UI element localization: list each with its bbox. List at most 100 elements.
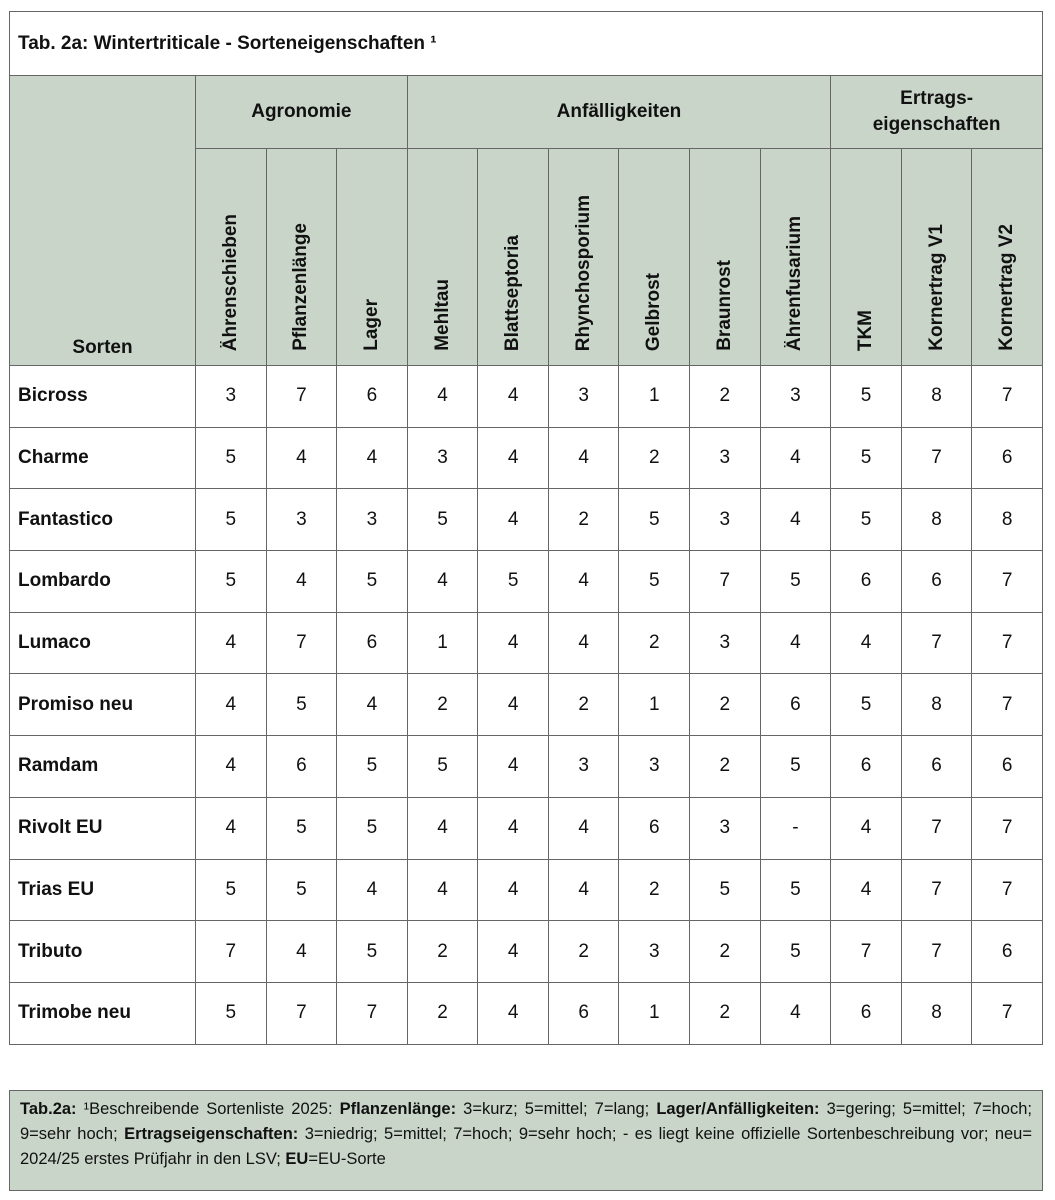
cell-value: 3 xyxy=(618,735,691,798)
group-header: Ertrags- eigenschaften xyxy=(830,75,1043,149)
column-header: Kornertrag V2 xyxy=(996,224,1018,351)
cell-value: 7 xyxy=(900,796,973,860)
cell-value: 5 xyxy=(195,488,267,552)
column-header: Mehltau xyxy=(431,279,453,351)
cell-value: 7 xyxy=(265,611,338,675)
cell-value: 2 xyxy=(406,673,479,737)
cell-value: 4 xyxy=(477,858,549,922)
cell-value: 5 xyxy=(336,735,408,798)
cell-value: 5 xyxy=(689,858,761,922)
cell-value: 4 xyxy=(265,550,338,613)
cell-value: 5 xyxy=(759,550,832,613)
data-row: Ramdam 4 6 5 5 4 3 3 2 5 6 6 6 xyxy=(9,735,1043,798)
cell-value: 6 xyxy=(971,920,1043,983)
data-row: Lombardo 5 4 5 4 5 4 5 7 5 6 6 7 xyxy=(9,550,1043,613)
cell-value: 7 xyxy=(900,611,973,675)
column-header-cell: Kornertrag V1 xyxy=(900,148,973,366)
cell-value: 1 xyxy=(618,673,691,737)
data-row: Charme 5 4 4 3 4 4 2 3 4 5 7 6 xyxy=(9,426,1043,490)
cell-value: 4 xyxy=(195,796,267,860)
cell-value: 7 xyxy=(971,611,1043,675)
cell-value: 6 xyxy=(971,426,1043,490)
table-body: Tab. 2a: Wintertriticale - Sorteneigensc… xyxy=(9,11,1043,1045)
cell-value: 2 xyxy=(618,858,691,922)
footnote-text: 3=kurz; 5=mittel; 7=lang; xyxy=(456,1100,657,1118)
column-header-cell: Pflanzenlänge xyxy=(265,148,338,366)
cell-value: 4 xyxy=(547,426,620,490)
cell-value: 2 xyxy=(618,611,691,675)
cell-value: 3 xyxy=(689,488,761,552)
cell-value: 4 xyxy=(759,488,832,552)
cell-value: 4 xyxy=(830,796,902,860)
row-header-cell: Sorten xyxy=(9,75,196,366)
column-header: Rhynchosporium xyxy=(572,194,594,351)
cell-value: 4 xyxy=(477,920,549,983)
cell-value: 5 xyxy=(406,488,479,552)
cell-value: 4 xyxy=(477,488,549,552)
column-header-cell: Kornertrag V2 xyxy=(971,148,1043,366)
cell-value: 8 xyxy=(900,981,973,1045)
cell-value: - xyxy=(759,796,832,860)
cell-value: 4 xyxy=(195,735,267,798)
cell-value: 7 xyxy=(900,858,973,922)
footnote-text: 3=gering; 5=mittel; 7=hoch; 9=sehr hoch; xyxy=(20,1100,1032,1143)
cell-value: 4 xyxy=(547,611,620,675)
cell-value: 3 xyxy=(689,426,761,490)
cell-value: 7 xyxy=(971,858,1043,922)
row-header: Sorten xyxy=(72,337,133,358)
cell-value: 3 xyxy=(689,611,761,675)
data-row: Rivolt EU 4 5 5 4 4 4 6 3-4 7 7 xyxy=(9,796,1043,860)
cell-value: 3 xyxy=(689,796,761,860)
cell-value: 4 xyxy=(406,550,479,613)
cell-value: 5 xyxy=(830,488,902,552)
data-row: Trias EU 5 5 4 4 4 4 2 5 5 4 7 7 xyxy=(9,858,1043,922)
column-header-cell: Mehltau xyxy=(406,148,479,366)
cell-value: 7 xyxy=(265,981,338,1045)
column-header: TKM xyxy=(854,309,876,351)
footnote: Tab.2a: ¹Beschreibende Sortenliste 2025:… xyxy=(9,1090,1043,1191)
cell-value: 4 xyxy=(477,981,549,1045)
cell-value: 6 xyxy=(900,550,973,613)
cell-value: 8 xyxy=(900,365,973,428)
cell-value: 4 xyxy=(547,550,620,613)
cell-value: 3 xyxy=(547,365,620,428)
cell-value: 4 xyxy=(336,426,408,490)
column-header-cell: Ährenfusarium xyxy=(759,148,832,366)
column-header: Braunrost xyxy=(713,260,735,351)
cell-value: 4 xyxy=(477,673,549,737)
cell-value: 5 xyxy=(830,673,902,737)
cell-value: 4 xyxy=(759,426,832,490)
cell-value: 5 xyxy=(618,488,691,552)
cell-value: 5 xyxy=(618,550,691,613)
cell-value: 6 xyxy=(547,981,620,1045)
cell-value: 2 xyxy=(547,488,620,552)
column-header: Ährenschieben xyxy=(219,213,241,351)
column-header: Gelbrost xyxy=(643,272,665,351)
column-header-cell: Braunrost xyxy=(689,148,761,366)
cell-value: 4 xyxy=(477,796,549,860)
variety-name: Tributo xyxy=(9,920,196,983)
cell-value: 4 xyxy=(406,858,479,922)
cell-value: 4 xyxy=(195,673,267,737)
cell-value: 4 xyxy=(477,426,549,490)
variety-name: Charme xyxy=(9,426,196,490)
column-header-cell: Blattseptoria xyxy=(477,148,549,366)
cell-value: 4 xyxy=(406,796,479,860)
variety-name: Lumaco xyxy=(9,611,196,675)
cell-value: 7 xyxy=(971,673,1043,737)
cell-value: 1 xyxy=(618,365,691,428)
cell-value: 6 xyxy=(759,673,832,737)
cell-value: 4 xyxy=(547,796,620,860)
cell-value: 4 xyxy=(477,735,549,798)
column-header-row: Ährenschieben Pflanzenlänge Lager Mehltau Bl… xyxy=(10,148,1043,366)
column-header-cell: Rhynchosporium xyxy=(547,148,620,366)
column-header: Blattseptoria xyxy=(502,234,524,351)
cell-value: 4 xyxy=(265,426,338,490)
cell-value: 7 xyxy=(900,920,973,983)
cell-value: 3 xyxy=(406,426,479,490)
cell-value: 2 xyxy=(547,673,620,737)
cell-value: 5 xyxy=(759,920,832,983)
cell-value: 7 xyxy=(336,981,408,1045)
table-title: Tab. 2a: Wintertriticale - Sorteneigensc… xyxy=(9,11,1043,76)
